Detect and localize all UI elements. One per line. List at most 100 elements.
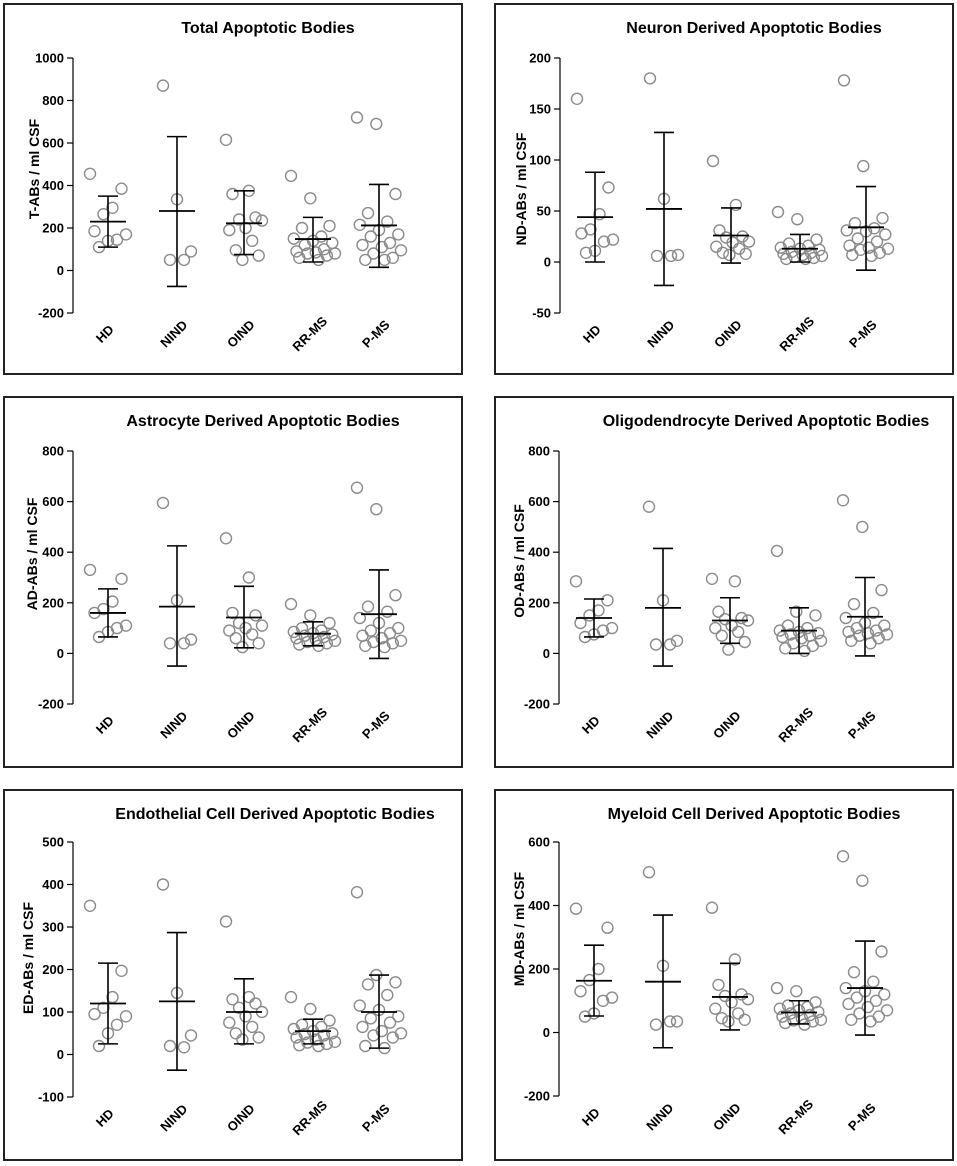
x-category-label: HD [93,1106,117,1130]
data-point [840,224,853,237]
data-point [723,248,736,262]
data-point [255,619,269,632]
data-point [245,234,259,248]
series-group-oind [219,133,269,267]
y-tick-label: 200 [42,595,64,610]
data-point [97,1001,110,1015]
data-point [722,643,735,656]
x-category-label: RR-MS [775,704,816,745]
data-point [857,159,870,173]
y-tick-label: 500 [42,835,64,850]
data-point [223,1016,236,1029]
data-point [298,1027,311,1041]
data-point [728,575,742,588]
y-axis-label: ED-ABs / ml CSF [20,902,36,1014]
data-point [320,637,333,650]
data-point [381,988,394,1002]
data-point [663,638,677,651]
series-group-p-ms [836,850,894,1036]
data-point [239,1010,252,1023]
data-point [814,1013,828,1027]
y-tick-label: 800 [528,444,550,459]
data-point [83,899,97,913]
series-group-oind [706,154,756,264]
data-point [601,594,614,607]
y-tick-label: -200 [524,1089,550,1104]
data-point [848,216,862,230]
data-point [779,642,792,655]
data-point [177,1041,191,1054]
data-point [245,628,259,641]
data-point [184,633,198,646]
chart-panel-neuron: Neuron Derived Apoptotic Bodies ND-ABs /… [494,3,954,375]
data-point [106,990,119,1004]
data-point [718,612,732,626]
data-point [770,981,784,995]
series-group-hd [569,575,619,644]
data-point [304,1002,317,1016]
data-point [705,572,719,586]
series-group-p-ms [350,481,408,660]
series-group-rr-ms [284,597,342,653]
data-point [249,211,262,224]
series-group-oind [219,532,269,654]
data-point [119,228,133,241]
x-category-label: RR-MS [289,313,330,354]
x-category-label: P-MS [845,708,879,742]
data-point [606,233,620,246]
data-point [177,637,191,650]
x-category-label: OIND [711,317,745,351]
data-point [731,1007,745,1020]
y-tick-label: 400 [42,545,64,560]
x-category-label: NIND [157,1101,190,1134]
data-point [803,1008,817,1022]
data-point [836,494,850,507]
y-axis-label: T-ABs / ml CSF [26,118,42,219]
data-point [728,953,742,966]
data-point [879,228,892,241]
data-point [304,192,317,205]
x-category-label: NIND [157,317,190,350]
data-point [229,631,243,645]
data-point [106,595,119,608]
data-point [364,624,377,637]
data-point [784,628,797,641]
y-tick-label: -100 [38,1090,64,1105]
data-point [156,79,170,92]
data-point [725,619,738,632]
data-point [715,629,729,642]
chart-total-svg: Total Apoptotic Bodies T-ABs / ml CSF -2… [26,20,408,354]
data-point [356,238,369,252]
data-point [290,631,303,645]
data-point [353,611,366,625]
data-point [649,1018,663,1031]
data-point [364,230,377,243]
x-category-label: NIND [643,708,676,741]
y-tick-label: 0 [57,646,64,661]
data-point [298,629,311,642]
x-category-label: HD [579,713,603,737]
x-category-label: NIND [644,317,677,350]
series-group-hd [569,902,619,1023]
data-point [731,625,745,639]
data-point [119,1010,133,1023]
data-point [738,1013,751,1027]
data-point [650,249,664,263]
x-category-label: P-MS [359,317,393,351]
data-point [664,249,678,263]
data-point [389,976,402,989]
data-point [851,232,864,245]
x-category-label: NIND [157,708,190,741]
data-point [350,111,364,124]
y-tick-label: 400 [528,898,550,913]
data-point [115,572,128,586]
y-tick-label: -200 [524,697,550,712]
data-point [239,621,252,635]
chart-neuron-svg: Neuron Derived Apoptotic Bodies ND-ABs /… [513,20,895,354]
data-point [326,1027,339,1040]
data-point [880,628,894,641]
data-point [864,1015,877,1028]
data-point [642,865,656,879]
y-tick-label: 1000 [35,51,64,66]
data-point [392,621,405,635]
